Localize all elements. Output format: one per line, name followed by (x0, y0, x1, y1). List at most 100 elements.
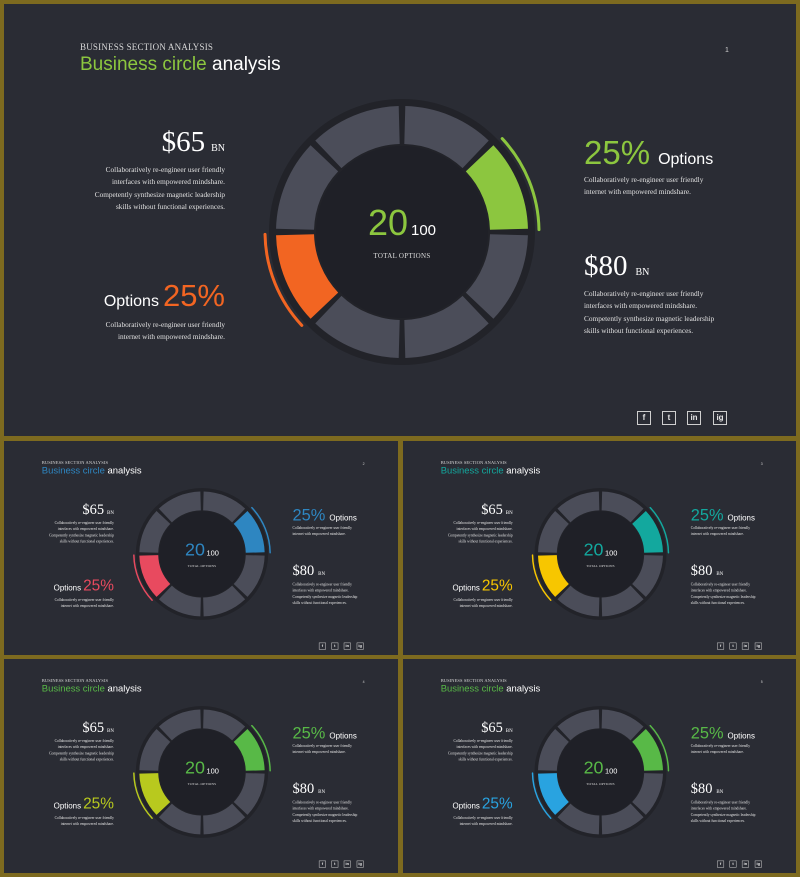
instagram-icon[interactable]: ig (356, 642, 364, 650)
accent-arc-left (263, 232, 304, 327)
left-option-pct: 25% (83, 576, 114, 595)
right-option-description: Collaboratively re-engineer user friendl… (691, 525, 750, 537)
right-value: $80 (690, 562, 713, 579)
right-description: Collaboratively re-engineer user friendl… (293, 800, 358, 825)
left-option: Options25% (453, 577, 513, 595)
left-option: Options25% (54, 577, 114, 595)
right-unit: BN (318, 571, 326, 577)
donut-segment-highlight-right (465, 145, 528, 230)
text-line: skills without functional experiences. (292, 600, 347, 606)
donut-segment (315, 295, 400, 358)
linkedin-icon[interactable]: in (741, 860, 749, 868)
text-line: internet with empowered mindshare. (60, 821, 114, 827)
donut-graphic: 20100 TOTAL OPTIONS (531, 485, 670, 624)
text-line: Collaboratively re-engineer user friendl… (584, 289, 704, 298)
twitter-icon[interactable]: t (662, 411, 676, 425)
donut-segment (557, 803, 600, 835)
instagram-icon[interactable]: ig (713, 411, 727, 425)
text-line: Competently synthesize magnetic leadersh… (94, 189, 225, 199)
donut-segment (203, 709, 246, 741)
text-line: interfaces with empowered mindshare. (456, 526, 513, 532)
title-accent: Business circle (80, 54, 207, 75)
donut-segment (404, 106, 489, 169)
donut-segment (233, 555, 265, 597)
facebook-icon[interactable]: f (318, 860, 326, 868)
donut-segment-highlight-right (233, 728, 265, 771)
right-option: 25% Options (293, 505, 357, 524)
right-option: 25% Options (584, 134, 713, 172)
left-value-block: $65 BN (82, 501, 114, 517)
title-accent: Business circle (440, 683, 504, 695)
donut-segment (632, 773, 663, 815)
donut-hub (159, 511, 245, 597)
facebook-icon[interactable]: f (318, 642, 326, 650)
instagram-icon[interactable]: ig (356, 860, 364, 868)
text-line: Collaboratively re-engineer user friendl… (690, 800, 751, 805)
left-value-block: $65 BN (481, 719, 512, 735)
text-line: Collaboratively re-engineer user friendl… (54, 520, 114, 526)
donut-segment (158, 803, 201, 835)
twitter-icon[interactable]: t (729, 860, 737, 868)
right-option-label: Options (727, 513, 755, 523)
accent-arc-right (649, 506, 670, 554)
text-line: internet with empowered mindshare. (60, 603, 114, 609)
donut-svg (263, 99, 541, 365)
linkedin-icon[interactable]: in (741, 642, 749, 650)
linkedin-icon[interactable]: in (343, 642, 351, 650)
text-line: internet with empowered mindshare. (459, 821, 513, 827)
left-description: Collaboratively re-engineer user friendl… (49, 520, 114, 545)
page-number: 5 (760, 680, 763, 684)
text-line: Competently synthesize magnetic leadersh… (448, 751, 513, 756)
right-option: 25% Options (691, 505, 755, 524)
donut-segment (601, 491, 644, 523)
text-line: Competently synthesize magnetic leadersh… (49, 533, 114, 538)
donut-segment (203, 491, 246, 523)
center-total: 100 (411, 222, 437, 239)
slide-s5: BUSINESS SECTION ANALYSIS Business circl… (403, 659, 796, 873)
donut-hub (557, 511, 644, 597)
donut-segment (557, 491, 600, 523)
text-line: Collaboratively re-engineer user friendl… (690, 743, 751, 749)
facebook-icon[interactable]: f (717, 860, 725, 868)
twitter-icon[interactable]: t (729, 642, 737, 650)
right-description: Collaboratively re-engineer user friendl… (691, 800, 756, 825)
right-unit: BN (716, 789, 724, 795)
text-line: interfaces with empowered mindshare. (57, 526, 114, 532)
donut-segment-highlight-left (537, 773, 569, 815)
donut-svg (133, 488, 271, 620)
twitter-icon[interactable]: t (331, 860, 339, 868)
text-line: interfaces with empowered mindshare. (57, 744, 114, 750)
left-option-label: Options (103, 293, 159, 310)
section-kicker: BUSINESS SECTION ANALYSIS (41, 677, 109, 683)
donut-graphic: 20100 TOTAL OPTIONS (531, 703, 670, 842)
title-rest: analysis (107, 683, 142, 695)
title-accent: Business circle (440, 465, 504, 477)
donut-segment-highlight-left (276, 234, 339, 319)
facebook-icon[interactable]: f (637, 411, 651, 425)
facebook-icon[interactable]: f (717, 642, 725, 650)
left-option-description: Collaboratively re-engineer user friendl… (453, 815, 512, 827)
page-number: 2 (362, 462, 365, 466)
instagram-icon[interactable]: ig (754, 642, 762, 650)
linkedin-icon[interactable]: in (343, 860, 351, 868)
donut-segment (537, 510, 569, 553)
left-value-block: $65 BN (162, 126, 225, 159)
text-line: Collaboratively re-engineer user friendl… (292, 582, 352, 587)
text-line: Collaboratively re-engineer user friendl… (292, 800, 352, 805)
left-value: $65 (161, 126, 206, 158)
left-option-description: Collaboratively re-engineer user friendl… (453, 597, 512, 609)
slide-title: Business circle analysis (42, 684, 142, 695)
right-option: 25% Options (293, 723, 357, 742)
slide-title: Business circle analysis (441, 684, 541, 695)
twitter-icon[interactable]: t (331, 642, 339, 650)
donut-segment-highlight-left (139, 555, 171, 597)
right-option-pct: 25% (292, 723, 326, 742)
instagram-icon[interactable]: ig (754, 860, 762, 868)
right-description: Collaboratively re-engineer user friendl… (584, 288, 714, 338)
linkedin-icon[interactable]: in (687, 411, 701, 425)
text-line: internet with empowered mindshare. (459, 603, 513, 609)
right-value-block: $80 BN (293, 563, 326, 579)
total-options-value: 20100 (531, 757, 670, 778)
donut-segment (158, 709, 201, 741)
